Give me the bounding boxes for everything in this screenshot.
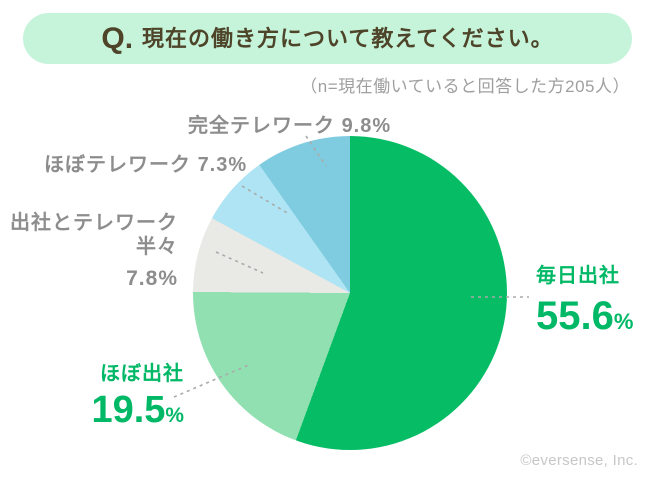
callout-daily-office-label: 毎日出社 <box>536 265 620 287</box>
question-prefix: Q. <box>101 21 134 55</box>
callout-full-telework-label: 完全テレワーク <box>188 115 335 137</box>
callout-half-half-label-line1: 出社とテレワーク <box>10 212 178 234</box>
sample-size-note: （n=現在働いていると回答した方205人） <box>300 77 630 96</box>
callout-daily-office-value: 55.6% <box>536 296 633 336</box>
callout-mostly-office-number: 19.5 <box>91 389 166 431</box>
callout-half-half: 出社とテレワーク 半々 7.8% <box>10 212 178 292</box>
callout-mostly-telework: ほぼテレワーク 7.3% <box>44 148 247 177</box>
question-banner: Q. 現在の働き方について教えてください。 <box>23 13 632 64</box>
copyright-credit: ©eversense, Inc. <box>520 452 638 469</box>
callout-full-telework-value: 9.8% <box>341 115 392 137</box>
callout-mostly-office: ほぼ出社 19.5% <box>91 357 184 429</box>
callout-daily-office-unit: % <box>613 309 634 334</box>
callout-daily-office: 毎日出社 55.6% <box>536 259 633 336</box>
callout-full-telework: 完全テレワーク 9.8% <box>188 109 391 138</box>
callout-daily-office-number: 55.6 <box>536 294 614 338</box>
callout-half-half-value: 7.8% <box>126 267 178 291</box>
pie-chart <box>193 136 507 450</box>
callout-mostly-telework-value: 7.3% <box>197 154 248 176</box>
callout-half-half-label-line2: 半々 <box>136 235 178 258</box>
callout-mostly-office-value: 19.5% <box>91 391 184 429</box>
question-title: 現在の働き方について教えてください。 <box>142 25 554 51</box>
callout-mostly-telework-label: ほぼテレワーク <box>44 154 191 176</box>
callout-mostly-office-label: ほぼ出社 <box>100 363 184 385</box>
callout-mostly-office-unit: % <box>165 404 184 427</box>
